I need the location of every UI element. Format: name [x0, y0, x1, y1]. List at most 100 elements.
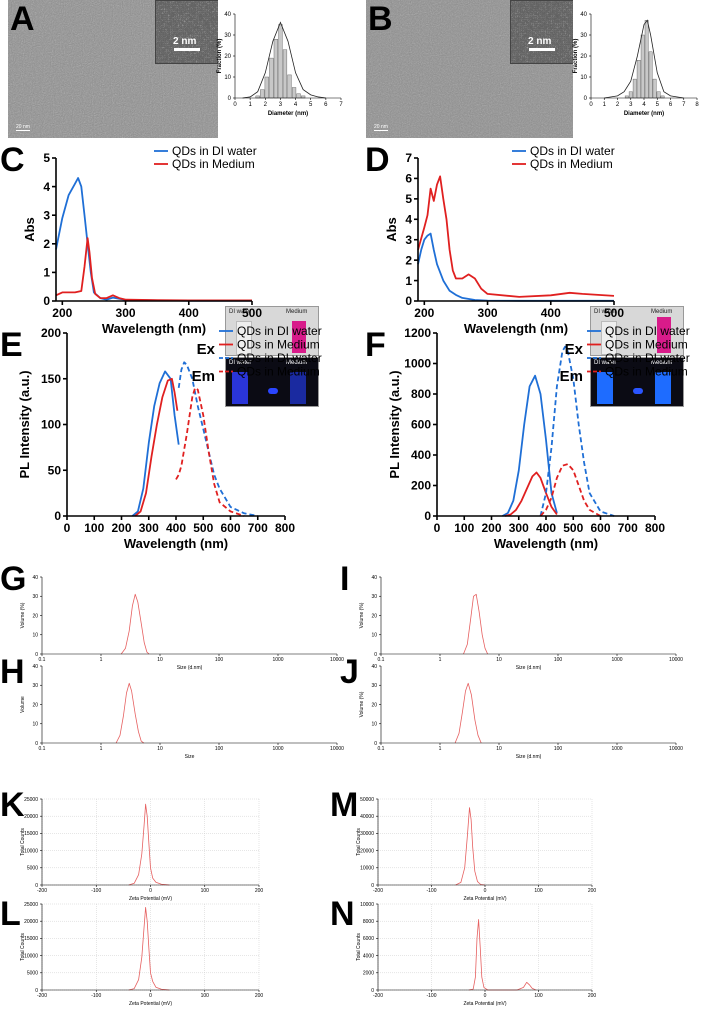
hist_A-xtick-label: 1 — [248, 102, 252, 108]
inset-scalebar-a — [174, 48, 200, 51]
zeta_K-ytick-label: 10000 — [24, 848, 38, 854]
panel-label-d: D — [365, 141, 390, 179]
vial-water-e — [236, 321, 252, 355]
pl_F-xtick-label: 300 — [509, 521, 529, 535]
hist_A-bar — [273, 39, 278, 99]
pl_E-series-2 — [177, 361, 258, 517]
pl_F-legend-label: QDs in Medium — [605, 365, 688, 379]
pl_F-series-2 — [539, 345, 615, 517]
hist_A-ytick-label: 30 — [224, 33, 231, 39]
zeta_M-series-0 — [455, 807, 486, 886]
hist_B-ytick-label: 30 — [580, 33, 587, 39]
dls_I-ytick-label: 0 — [374, 652, 377, 658]
dls_G-xtick-label: 10000 — [330, 657, 344, 663]
abs_D-ytick-label: 5 — [405, 192, 412, 206]
pl_E-legend-label: QDs in DI water — [237, 351, 322, 365]
hand-uv-f — [633, 388, 643, 394]
zeta_M-xlabel: Zeta Potential (mV) — [463, 896, 506, 902]
pl_E-legend-label: QDs in Medium — [237, 365, 320, 379]
dls_J-xtick-label: 100 — [554, 746, 563, 752]
pl_F-xtick-label: 0 — [434, 521, 441, 535]
abs_C-ytick-label: 3 — [43, 208, 50, 222]
zeta_K-ytick-label: 25000 — [24, 797, 38, 803]
vial-medium-f — [657, 317, 671, 353]
dls_J-ytick-label: 0 — [374, 741, 377, 747]
pl_F-ytick-label: 200 — [411, 479, 431, 493]
dls_I-xtick-label: 1 — [439, 657, 442, 663]
abs_D-ytick-label: 7 — [405, 151, 412, 165]
zeta_N-xtick-label: 100 — [534, 993, 543, 999]
zeta_K-ytick-label: 0 — [35, 883, 38, 889]
abs_C-xlabel: Wavelength (nm) — [102, 321, 206, 336]
dls_H-ytick-label: 30 — [32, 683, 38, 689]
abs_D-ylabel: Abs — [384, 217, 399, 242]
panel-label-k: K — [0, 786, 25, 824]
pl_E-xtick-label: 600 — [220, 521, 240, 535]
zeta_L-ytick-label: 0 — [35, 988, 38, 994]
panel-label-j: J — [340, 653, 359, 691]
pl_F-xlabel: Wavelength (nm) — [494, 536, 598, 551]
pl_E-ytick-label: 50 — [48, 463, 62, 477]
hist_B-xtick-label: 0 — [589, 102, 593, 108]
hist_B-bar — [656, 91, 661, 99]
pl_E-xtick-label: 400 — [166, 521, 186, 535]
zeta_L-ylabel: Total Counts — [20, 933, 26, 961]
dls_H-xtick-label: 1000 — [272, 746, 283, 752]
pl_F-series-3 — [539, 463, 601, 517]
pl_F-ylabel: PL Intensity (a.u.) — [387, 370, 402, 478]
hist_B-bar — [632, 78, 637, 99]
dls_J-ytick-label: 30 — [371, 683, 377, 689]
zeta_M-ytick-label: 20000 — [360, 848, 374, 854]
hist_A-xtick-label: 0 — [233, 102, 237, 108]
dls_I-ylabel: Volume (%) — [359, 602, 365, 628]
dls_G-ytick-label: 30 — [32, 594, 38, 600]
dls_J-ytick-label: 40 — [371, 664, 377, 670]
pl_E-ylabel: PL Intensity (a.u.) — [17, 370, 32, 478]
photo-label-medium-f: Medium — [651, 309, 673, 315]
abs_D-ytick-label: 2 — [405, 253, 412, 267]
hist_B-bar — [640, 34, 645, 99]
pl_F-ytick-label: 1000 — [404, 357, 431, 371]
abs_C-xtick-label: 200 — [52, 306, 72, 320]
zeta_M-xtick-label: 100 — [534, 888, 543, 894]
pl_E-ytick-label: 200 — [41, 326, 61, 340]
hist_B-xtick-label: 1 — [603, 102, 607, 108]
pl_E-legend-label: QDs in DI water — [237, 324, 322, 338]
hist_A-bar — [255, 95, 260, 99]
abs_C-ytick-label: 1 — [43, 266, 50, 280]
dls_G-ytick-label: 20 — [32, 613, 38, 619]
abs_C-legend-label: QDs in DI water — [172, 144, 257, 158]
dls_I-xtick-label: 10 — [496, 657, 502, 663]
dls_J-series-0 — [454, 682, 482, 744]
pl_E-series-1 — [134, 377, 179, 517]
zeta_M-ytick-label: 50000 — [360, 797, 374, 803]
dls_I-xtick-label: 10000 — [669, 657, 683, 663]
zeta_M-ylabel: Total Counts — [356, 828, 362, 856]
zeta_L-xtick-label: 0 — [149, 993, 152, 999]
pl_E-series-0 — [131, 370, 180, 517]
main-scale-label-a: 20 nm — [16, 124, 30, 130]
dls_I-ytick-label: 20 — [371, 613, 377, 619]
zeta_L-ytick-label: 5000 — [27, 971, 38, 977]
zeta_L-ytick-label: 15000 — [24, 936, 38, 942]
dls_I-xtick-label: 1000 — [611, 657, 622, 663]
zeta_N-ytick-label: 10000 — [360, 902, 374, 908]
photo-daylight-e: DI water Medium — [225, 306, 319, 356]
tem-inset-texture-a — [156, 1, 218, 63]
hist_A-xtick-label: 7 — [339, 102, 343, 108]
dls_J-ylabel: Volume (%) — [359, 691, 365, 717]
pl_F-series-0 — [501, 374, 558, 517]
hist_B-xtick-label: 4 — [642, 102, 646, 108]
dls_I-ytick-label: 40 — [371, 575, 377, 581]
hist_A-bar — [287, 74, 292, 99]
abs_C-legend-label: QDs in Medium — [172, 157, 255, 171]
zeta_K-ytick-label: 20000 — [24, 814, 38, 820]
abs_D-legend-label: QDs in Medium — [530, 157, 613, 171]
vial-water-uv-f — [597, 372, 613, 404]
abs_C-xtick-label: 300 — [116, 306, 136, 320]
hist_B-bar — [648, 51, 653, 99]
abs_C-series-0 — [55, 177, 252, 302]
zeta_K-xlabel: Zeta Potential (mV) — [129, 896, 172, 902]
dls_H-xtick-label: 0.1 — [39, 746, 46, 752]
